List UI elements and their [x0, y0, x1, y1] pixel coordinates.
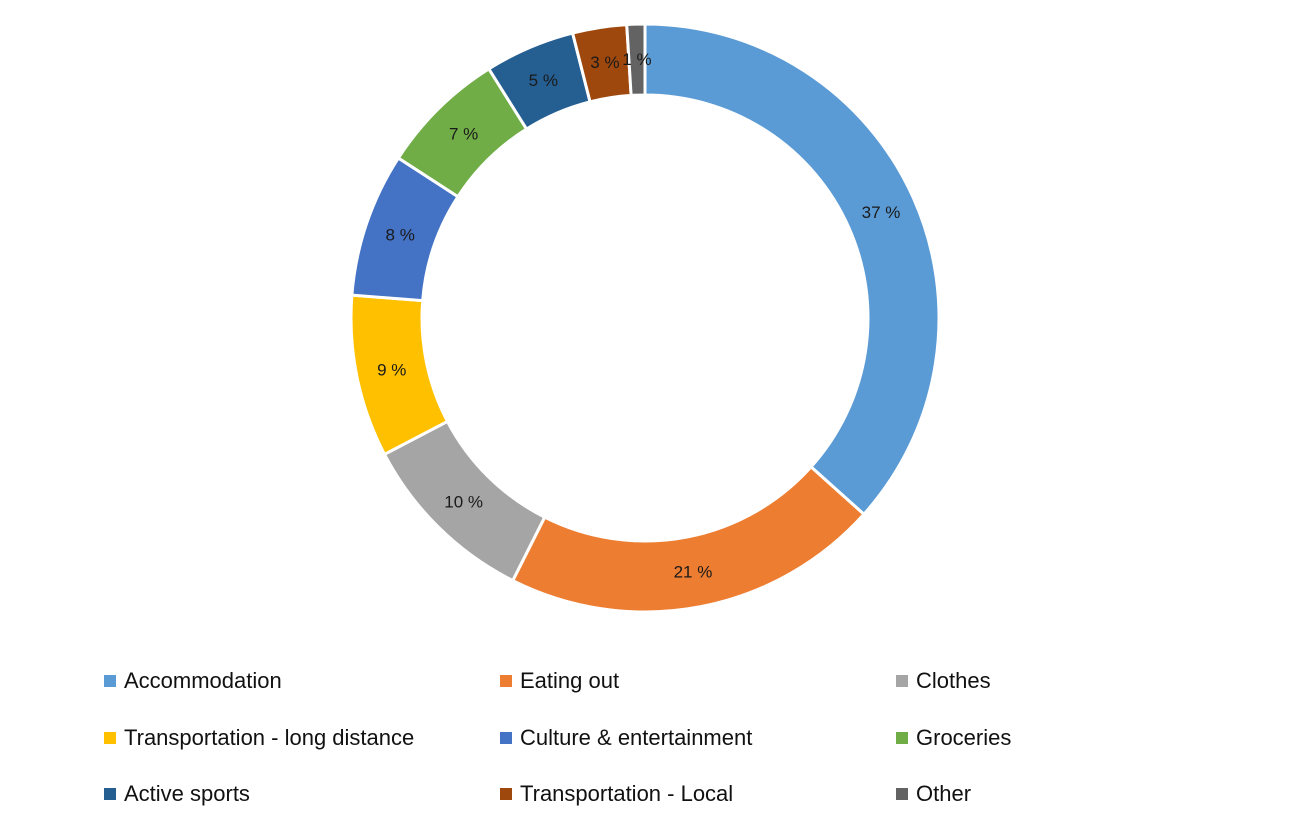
legend-swatch	[896, 788, 908, 800]
legend-label: Transportation - long distance	[124, 724, 415, 750]
legend-label: Active sports	[124, 781, 250, 806]
data-label-accommodation: 37 %	[862, 203, 901, 222]
legend-swatch	[500, 788, 512, 800]
legend-item-culture-entertainment: Culture & entertainment	[500, 721, 896, 755]
donut-slice-other	[625, 22, 647, 98]
legend-item-active-sports: Active sports	[104, 777, 500, 811]
chart-legend: Accommodation Eating out Clothes Transpo…	[104, 664, 1224, 834]
legend-item-transportation-long-distance: Transportation - long distance	[104, 721, 500, 755]
data-label-transportation-local: 3 %	[590, 53, 619, 72]
data-label-clothes: 10 %	[444, 493, 483, 512]
data-label-other: 1 %	[622, 50, 651, 69]
data-label-active-sports: 5 %	[529, 71, 558, 90]
legend-swatch	[500, 675, 512, 687]
donut-slice-eating-out	[510, 464, 867, 614]
legend-swatch	[104, 788, 116, 800]
legend-swatch	[896, 675, 908, 687]
legend-item-other: Other	[896, 777, 1224, 811]
legend-label: Transportation - Local	[520, 781, 734, 806]
legend-label: Culture & entertainment	[520, 724, 753, 750]
legend-label: Accommodation	[124, 668, 282, 693]
legend-item-transportation-local: Transportation - Local	[500, 777, 896, 811]
legend-item-groceries: Groceries	[896, 721, 1224, 755]
legend-label: Clothes	[916, 668, 991, 693]
donut-slice-accommodation	[643, 22, 941, 517]
legend-item-clothes: Clothes	[896, 664, 1224, 698]
legend-swatch	[500, 731, 512, 744]
data-label-groceries: 7 %	[449, 124, 478, 143]
legend-swatch	[104, 675, 116, 687]
legend-swatch	[896, 731, 908, 744]
data-label-transportation-long-distance: 9 %	[377, 360, 406, 379]
legend-label: Groceries	[916, 724, 1012, 750]
data-label-eating-out: 21 %	[674, 563, 713, 582]
legend-swatch	[104, 731, 116, 744]
legend-item-eating-out: Eating out	[500, 664, 896, 698]
donut-data-labels: 37 % 21 % 10 % 9 % 8 % 7 % 5 % 3 % 1 %	[377, 50, 900, 581]
legend-label: Other	[916, 781, 972, 806]
data-label-culture-entertainment: 8 %	[386, 226, 415, 245]
legend-item-accommodation: Accommodation	[104, 664, 500, 698]
donut-slices	[349, 22, 941, 614]
legend-label: Eating out	[520, 668, 620, 693]
